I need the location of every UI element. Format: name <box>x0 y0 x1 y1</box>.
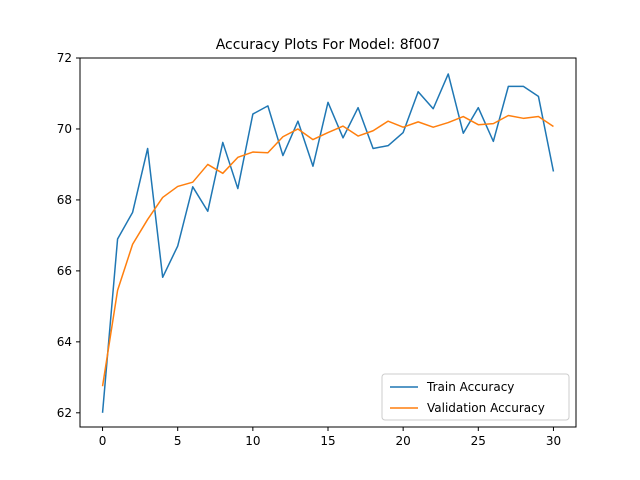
y-tick-label: 68 <box>57 193 72 207</box>
legend-label-1: Validation Accuracy <box>427 401 545 415</box>
x-axis: 0 5 10 15 20 25 30 <box>99 427 561 448</box>
plot-lines <box>101 73 555 413</box>
y-tick-label: 70 <box>57 122 72 136</box>
series-line-1 <box>101 114 554 387</box>
legend-label-0: Train Accuracy <box>426 380 514 394</box>
y-tick-label: 64 <box>57 335 72 349</box>
x-tick-label: 10 <box>245 434 260 448</box>
x-tick-label: 25 <box>471 434 486 448</box>
y-tick-label: 72 <box>57 51 72 65</box>
chart-title: Accuracy Plots For Model: 8f007 <box>216 37 441 53</box>
x-tick-label: 15 <box>320 434 335 448</box>
y-axis: 62 64 66 68 70 72 <box>57 51 80 420</box>
legend: Train Accuracy Validation Accuracy <box>381 373 570 421</box>
x-tick-label: 20 <box>396 434 411 448</box>
legend-box <box>381 373 570 421</box>
y-tick-label: 66 <box>57 264 72 278</box>
x-tick-label: 0 <box>99 434 107 448</box>
x-tick-label: 5 <box>174 434 182 448</box>
y-tick-label: 62 <box>57 406 72 420</box>
x-tick-label: 30 <box>546 434 561 448</box>
series-line-0 <box>101 73 555 413</box>
